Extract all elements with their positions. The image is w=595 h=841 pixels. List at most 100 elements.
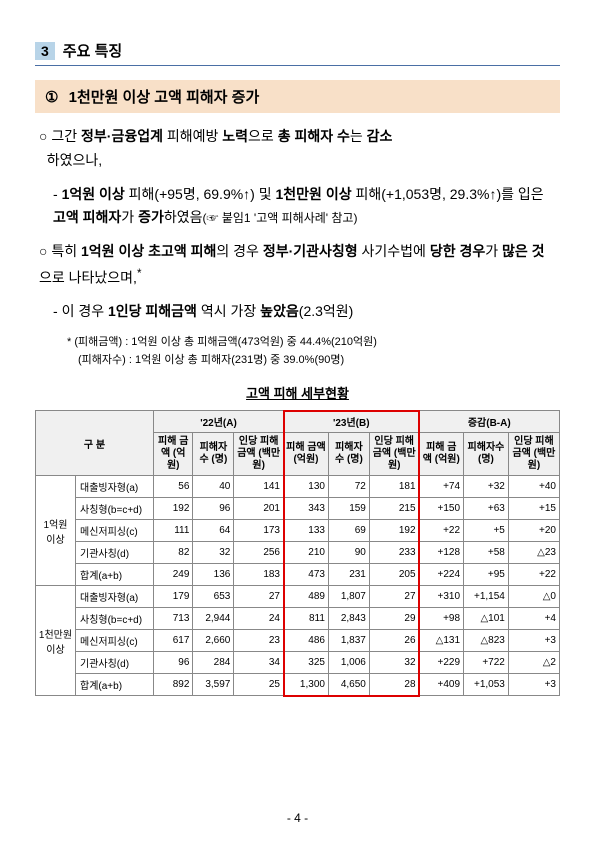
bold: 노력 [222, 128, 248, 144]
th-per-b: 인당 피해 금액 (백만원) [369, 433, 419, 476]
cell: 96 [193, 498, 234, 520]
bold: 당한 경우 [430, 243, 485, 259]
cell: 215 [369, 498, 419, 520]
cell: △23 [508, 542, 559, 564]
table-row: 사칭형(b=c+d)7132,944248112,84329+98△101+4 [36, 608, 560, 630]
cell: 111 [154, 520, 193, 542]
cell: 201 [234, 498, 284, 520]
bold: 1천만원 이상 [276, 186, 352, 202]
bullet-circle: ○ [39, 243, 47, 259]
text: 역시 가장 [197, 303, 260, 319]
dash: - [53, 186, 58, 202]
row-label: 사칭형(b=c+d) [76, 608, 154, 630]
row-label: 대출빙자형(a) [76, 586, 154, 608]
row-label: 사칭형(b=c+d) [76, 498, 154, 520]
text: 가 [485, 243, 502, 259]
th-y22: '22년(A) [154, 411, 284, 433]
cell: 713 [154, 608, 193, 630]
cell: 486 [284, 630, 329, 652]
group-label: 1천만원 이상 [36, 586, 76, 696]
text: 는 [350, 128, 367, 144]
row-label: 합계(a+b) [76, 564, 154, 586]
cell: 256 [234, 542, 284, 564]
cell: 653 [193, 586, 234, 608]
th-amt-d: 피해 금액 (억원) [419, 433, 464, 476]
small-text: (☞ 붙임1 '고액 피해사례' 참고) [202, 211, 357, 225]
cell: +22 [419, 520, 464, 542]
page-number: - 4 - [0, 811, 595, 825]
cell: △131 [419, 630, 464, 652]
paragraph-1: ○ 그간 정부·금융업계 피해예방 노력으로 총 피해자 수는 감소 하였으나, [39, 125, 556, 173]
text: 으로 [248, 128, 278, 144]
bold: 1억원 이상 초고액 피해 [81, 243, 216, 259]
cell: 82 [154, 542, 193, 564]
paragraph-4: - 이 경우 1인당 피해금액 역시 가장 높았음(2.3억원) [39, 300, 556, 324]
cell: 284 [193, 652, 234, 674]
text: 이 경우 [62, 303, 108, 319]
cell: 32 [369, 652, 419, 674]
cell: +224 [419, 564, 464, 586]
text: 의 경우 [216, 243, 262, 259]
cell: 69 [328, 520, 369, 542]
cell: 811 [284, 608, 329, 630]
section-number: 3 [35, 42, 55, 60]
cell: +722 [464, 652, 509, 674]
cell: 56 [154, 476, 193, 498]
table-row: 합계(a+b)8923,597251,3004,65028+409+1,053+… [36, 674, 560, 696]
cell: +58 [464, 542, 509, 564]
cell: 325 [284, 652, 329, 674]
bold: 고액 피해자 [53, 209, 121, 225]
cell: 205 [369, 564, 419, 586]
cell: 32 [193, 542, 234, 564]
cell: 192 [154, 498, 193, 520]
text: 특히 [51, 243, 81, 259]
cell: +3 [508, 674, 559, 696]
cell: 1,300 [284, 674, 329, 696]
cell: +128 [419, 542, 464, 564]
sub-number: ① [45, 89, 58, 106]
th-cnt-d: 피해자수 (명) [464, 433, 509, 476]
cell: △2 [508, 652, 559, 674]
footnote-line-2: (피해자수) : 1억원 이상 총 피해자(231명) 중 39.0%(90명) [67, 352, 550, 370]
row-label: 기관사칭(d) [76, 542, 154, 564]
cell: 72 [328, 476, 369, 498]
cell: 1,006 [328, 652, 369, 674]
table-row: 사칭형(b=c+d)19296201343159215+150+63+15 [36, 498, 560, 520]
cell: +40 [508, 476, 559, 498]
cell: +22 [508, 564, 559, 586]
cell: 96 [154, 652, 193, 674]
cell: +1,053 [464, 674, 509, 696]
section-header: 3 주요 특징 [35, 40, 560, 66]
cell: △101 [464, 608, 509, 630]
row-label: 메신저피싱(c) [76, 520, 154, 542]
cell: 2,843 [328, 608, 369, 630]
cell: 231 [328, 564, 369, 586]
cell: +20 [508, 520, 559, 542]
paragraph-2: - 1억원 이상 피해(+95명, 69.9%↑) 및 1천만원 이상 피해(+… [39, 183, 556, 231]
cell: 473 [284, 564, 329, 586]
cell: 179 [154, 586, 193, 608]
cell: 233 [369, 542, 419, 564]
text: 피해(+1,053명, 29.3%↑)를 입은 [352, 186, 544, 202]
cell: 23 [234, 630, 284, 652]
cell: 34 [234, 652, 284, 674]
cell: +32 [464, 476, 509, 498]
cell: 249 [154, 564, 193, 586]
row-label: 기관사칭(d) [76, 652, 154, 674]
cell: 489 [284, 586, 329, 608]
cell: 133 [284, 520, 329, 542]
cell: 40 [193, 476, 234, 498]
cell: +409 [419, 674, 464, 696]
cell: 28 [369, 674, 419, 696]
cell: +74 [419, 476, 464, 498]
cell: 25 [234, 674, 284, 696]
sub-header: ① 1천만원 이상 고액 피해자 증가 [35, 80, 560, 113]
table-row: 메신저피싱(c)1116417313369192+22+5+20 [36, 520, 560, 542]
cell: 27 [369, 586, 419, 608]
text: 가 [121, 209, 138, 225]
cell: 24 [234, 608, 284, 630]
cell: 64 [193, 520, 234, 542]
detail-table: 구 분 '22년(A) '23년(B) 증감(B-A) 피해 금액 (억원) 피… [35, 410, 560, 696]
th-per-d: 인당 피해 금액 (백만원) [508, 433, 559, 476]
text: 사기수법에 [358, 243, 430, 259]
